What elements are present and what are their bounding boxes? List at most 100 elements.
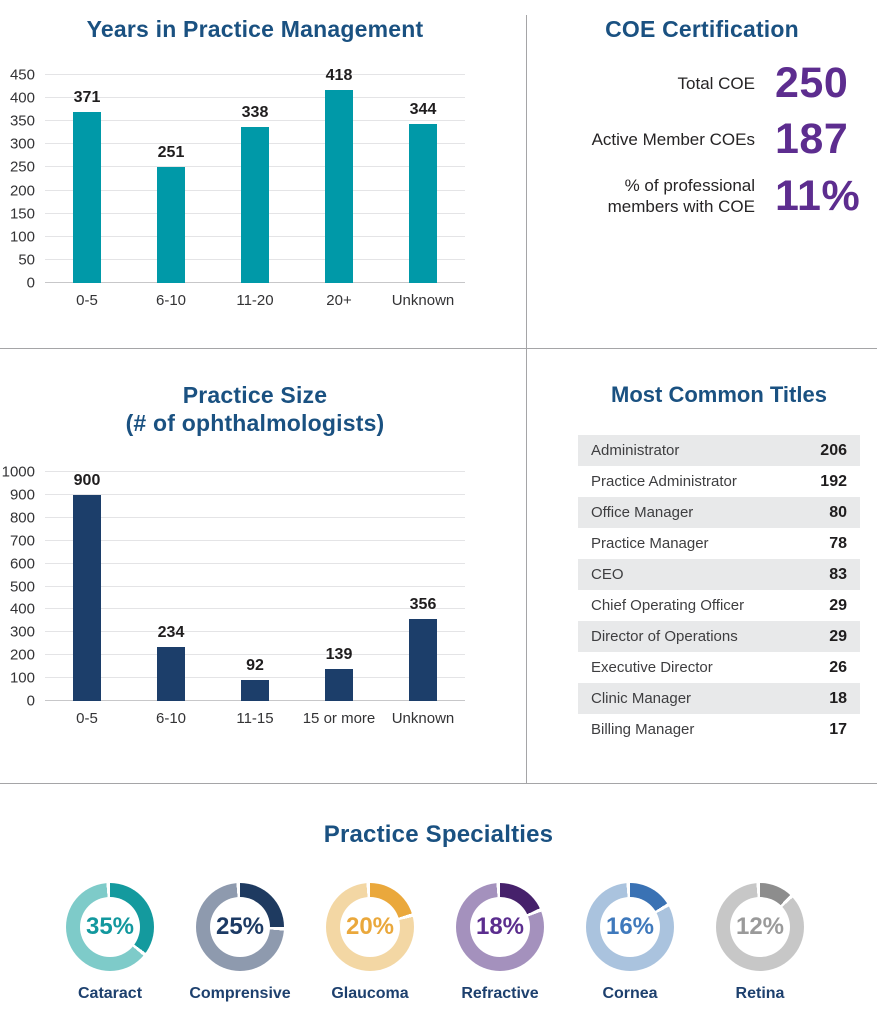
- x-tick-label: 6-10: [155, 292, 187, 309]
- table-row-value: 18: [829, 689, 847, 707]
- x-tick-label: 0-5: [76, 292, 98, 309]
- table-row: Administrator 206: [578, 435, 860, 466]
- bar-value-label: 251: [157, 143, 185, 161]
- practice-specialties-section: Practice Specialties 35% Cataract 25% Compr…: [0, 783, 877, 1035]
- bar-11-15: [241, 679, 269, 701]
- donut-percent-label: 18%: [475, 913, 525, 940]
- specialty-label: Comprensive: [189, 985, 291, 1002]
- vertical-divider: [526, 15, 527, 783]
- specialty-label: Glaucoma: [331, 985, 409, 1002]
- table-row-value: 26: [829, 658, 847, 676]
- years-bar-chart: 0 50 100 150 200 250 300 350 400 450 371 0-5 251 6-10…: [10, 67, 465, 309]
- horizontal-divider-top: [0, 348, 877, 349]
- specialty-item: 16% Cornea: [565, 883, 695, 1003]
- table-row-label: Clinic Manager: [591, 690, 692, 707]
- y-tick-label: 500: [9, 578, 35, 595]
- bar-0-5: [73, 494, 101, 701]
- gridline: [45, 608, 465, 610]
- practice-size-title-line2: (# of ophthalmologists): [125, 409, 385, 436]
- table-row-label: Practice Administrator: [591, 473, 737, 490]
- y-tick-label: 800: [9, 509, 35, 527]
- table-row-label: CEO: [591, 566, 624, 583]
- gridline: [45, 677, 465, 679]
- table-row: Clinic Manager 18: [578, 683, 860, 714]
- gridline: [45, 539, 465, 541]
- table-row-value: 80: [829, 503, 847, 521]
- table-row-value: 206: [820, 441, 847, 459]
- bar-slot: 338 11-20: [213, 75, 297, 309]
- x-tick-label: Unknown: [391, 292, 455, 309]
- donut-chart-glaucoma: 20%: [326, 883, 414, 971]
- y-tick-label: 0: [26, 274, 35, 292]
- y-tick-label: 300: [9, 135, 35, 153]
- donut-percent-label: 12%: [735, 913, 785, 940]
- bar-value-label: 139: [325, 646, 353, 664]
- coe-stat-label: Total COE: [677, 74, 755, 94]
- table-row-value: 83: [829, 565, 847, 583]
- gridline: [45, 97, 465, 99]
- x-tick-label: 6-10: [155, 710, 187, 727]
- donut-chart-comprensive: 25%: [196, 883, 284, 971]
- y-tick-label: 1000: [1, 463, 35, 481]
- bar-slots: 371 0-5 251 6-10 338 11-20 418 20+ 344 Unknown: [45, 67, 465, 309]
- table-row-label: Billing Manager: [591, 721, 695, 738]
- gridline: [45, 493, 465, 495]
- table-row-label: Office Manager: [591, 504, 694, 521]
- common-titles-section: Most Common Titles Administrator 206 Pract…: [527, 348, 877, 783]
- bar-slot: 418 20+: [297, 67, 381, 309]
- common-titles-block: Most Common Titles Administrator 206 Pract…: [578, 382, 860, 745]
- donut-chart-cataract: 35%: [66, 883, 154, 971]
- table-row: Office Manager 80: [578, 497, 860, 528]
- gridline: [45, 654, 465, 656]
- coe-stat-value: 187: [775, 115, 849, 164]
- specialty-item: 20% Glaucoma: [305, 883, 435, 1003]
- table-row-value: 17: [829, 720, 847, 738]
- donut-percent-label: 16%: [605, 913, 655, 940]
- bar-slot: 344 Unknown: [381, 75, 465, 309]
- bar-value-label: 344: [409, 101, 437, 118]
- y-tick-label: 200: [9, 182, 35, 200]
- gridline: [45, 631, 465, 633]
- specialty-item: 18% Refractive: [435, 883, 565, 1003]
- table-row-value: 29: [829, 596, 847, 614]
- bar-unknown: [409, 124, 437, 283]
- practice-specialties-title: Practice Specialties: [323, 821, 554, 848]
- bar-unknown: [409, 619, 437, 701]
- table-row-value: 29: [829, 627, 847, 645]
- table-row: Practice Administrator 192: [578, 466, 860, 497]
- coe-stat-value: 11%: [775, 171, 861, 220]
- bar-0-5: [73, 111, 101, 283]
- x-tick-label: 15 or more: [302, 710, 376, 727]
- table-row-value: 192: [820, 472, 847, 490]
- gridline: [45, 585, 465, 587]
- practice-size-section: Practice Size (# of ophthalmologists) 0 1…: [0, 348, 526, 783]
- coe-stat-row: % of professional members with COE 11%: [527, 171, 877, 220]
- specialty-item: 35% Cataract: [45, 883, 175, 1003]
- specialty-label: Retina: [735, 985, 785, 1002]
- y-tick-label: 400: [9, 89, 35, 107]
- x-tick-label: 20+: [326, 292, 352, 309]
- table-row-label: Practice Manager: [591, 535, 709, 552]
- bar-value-label: 234: [157, 624, 185, 642]
- bar-20+: [325, 89, 353, 283]
- years-chart-title: Years in Practice Management: [86, 16, 424, 42]
- coe-stat-row: Active Member COEs 187: [527, 115, 877, 164]
- bar-15-or-more: [325, 669, 353, 701]
- y-tick-label: 200: [9, 646, 35, 664]
- donut-chart-cornea: 16%: [586, 883, 674, 971]
- coe-title: COE Certification: [605, 16, 799, 42]
- table-row-label: Administrator: [591, 442, 680, 459]
- gridline: [45, 471, 465, 472]
- bar-11-20: [241, 126, 269, 283]
- donut-percent-label: 35%: [85, 913, 135, 940]
- table-row: Executive Director 26: [578, 652, 860, 683]
- table-row: CEO 83: [578, 559, 860, 590]
- y-tick-label: 400: [9, 600, 35, 618]
- years-in-practice-section: Years in Practice Management 0 50 100 150 20…: [0, 0, 526, 348]
- common-titles-title: Most Common Titles: [611, 382, 827, 407]
- y-tick-label: 450: [9, 66, 35, 84]
- coe-stat-label: % of professional members with COE: [607, 175, 755, 217]
- table-row: Practice Manager 78: [578, 528, 860, 559]
- coe-stat-row: Total COE 250: [527, 59, 877, 107]
